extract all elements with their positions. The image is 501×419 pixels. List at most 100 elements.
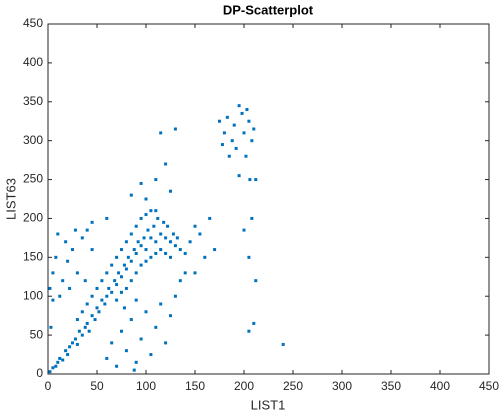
point xyxy=(162,220,166,224)
chart-title: DP-Scatterplot xyxy=(223,2,314,17)
point xyxy=(124,267,128,271)
point xyxy=(178,279,182,283)
point xyxy=(56,232,60,236)
point xyxy=(97,310,101,314)
y-tick-label: 100 xyxy=(23,288,43,302)
x-tick-label: 50 xyxy=(90,379,104,393)
point xyxy=(105,356,109,360)
points xyxy=(48,104,285,374)
point xyxy=(90,220,94,224)
point xyxy=(144,310,148,314)
point xyxy=(139,337,143,341)
point xyxy=(80,310,84,314)
x-tick-label: 200 xyxy=(234,379,254,393)
point xyxy=(252,321,256,325)
point xyxy=(61,279,65,283)
point xyxy=(115,364,119,368)
point xyxy=(110,341,114,345)
point xyxy=(105,271,109,275)
point xyxy=(193,224,197,228)
point xyxy=(71,341,74,345)
point xyxy=(77,329,81,333)
point xyxy=(139,263,143,267)
y-tick-label: 450 xyxy=(23,16,43,30)
point xyxy=(68,345,72,349)
point xyxy=(156,216,160,220)
point xyxy=(244,154,248,158)
point xyxy=(129,193,133,197)
point xyxy=(54,255,58,259)
point xyxy=(134,224,138,228)
point xyxy=(83,325,87,329)
point xyxy=(75,271,79,275)
point xyxy=(144,259,148,263)
point xyxy=(132,368,136,372)
point xyxy=(90,294,94,298)
x-tick-label: 350 xyxy=(381,379,401,393)
point xyxy=(203,255,207,259)
point xyxy=(64,349,68,353)
point xyxy=(252,127,256,131)
point xyxy=(208,216,212,220)
x-tick-label: 0 xyxy=(45,379,52,393)
point xyxy=(95,286,99,290)
point xyxy=(134,298,138,302)
point xyxy=(164,251,168,255)
point xyxy=(144,213,148,217)
point xyxy=(85,321,89,325)
x-tick-label: 450 xyxy=(479,379,499,393)
point xyxy=(120,248,123,252)
point xyxy=(169,255,172,259)
point xyxy=(254,279,258,283)
x-tick-label: 300 xyxy=(332,379,352,393)
point xyxy=(198,232,202,236)
point xyxy=(134,360,138,364)
point xyxy=(169,189,172,193)
point xyxy=(115,283,119,287)
point xyxy=(146,228,150,232)
point xyxy=(129,318,133,322)
y-axis-label: LIST63 xyxy=(3,178,18,220)
point xyxy=(124,240,128,244)
point xyxy=(250,139,254,143)
point xyxy=(129,279,133,283)
point xyxy=(73,337,77,341)
point xyxy=(188,240,192,244)
point xyxy=(254,178,258,182)
point xyxy=(159,248,163,252)
y-tick-label: 250 xyxy=(23,172,43,186)
point xyxy=(124,286,128,290)
point xyxy=(54,364,58,368)
x-tick-label: 250 xyxy=(283,379,303,393)
point xyxy=(225,115,229,119)
point xyxy=(107,286,111,290)
y-tick-label: 50 xyxy=(30,327,44,341)
point xyxy=(51,271,55,275)
point xyxy=(48,286,52,290)
point xyxy=(110,263,114,267)
point xyxy=(144,197,148,201)
point xyxy=(132,248,136,252)
point xyxy=(115,298,119,302)
point xyxy=(100,279,104,283)
point xyxy=(164,236,168,240)
point xyxy=(154,209,158,213)
plot-frame xyxy=(47,23,490,375)
point xyxy=(183,251,187,255)
point xyxy=(129,259,133,263)
point xyxy=(154,251,158,255)
point xyxy=(237,174,241,178)
point xyxy=(248,178,252,182)
point xyxy=(129,232,133,236)
point xyxy=(115,255,119,259)
point xyxy=(83,279,87,283)
point xyxy=(166,224,170,228)
point xyxy=(169,240,172,244)
point xyxy=(120,275,123,279)
x-tick-label: 150 xyxy=(185,379,205,393)
point xyxy=(237,104,241,108)
point xyxy=(117,271,121,275)
point xyxy=(80,236,84,240)
point xyxy=(247,119,251,123)
